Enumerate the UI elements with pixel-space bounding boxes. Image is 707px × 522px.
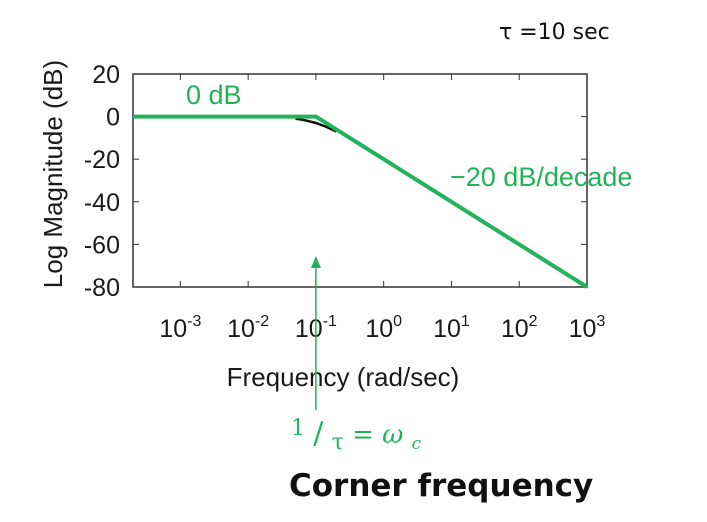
corner-frequency-formula: 1 / τ = ω c: [291, 412, 422, 456]
series-layer: [133, 114, 589, 289]
x-tick-label: 10-2: [227, 313, 269, 343]
flat-asymptote-label: 0 dB: [186, 80, 242, 110]
x-tick-label: 101: [433, 313, 470, 343]
plot-border: [132, 73, 588, 288]
formula-omega: ω: [382, 420, 403, 450]
y-tick-label: -60: [84, 231, 120, 259]
time-constant-label: τ =10 sec: [499, 20, 610, 45]
plot-frame: [132, 73, 588, 288]
y-tick-label: 0: [106, 104, 120, 132]
x-axis-title: Frequency (rad/sec): [227, 362, 460, 392]
corner-frequency-label: Corner frequency: [289, 468, 593, 504]
arrow-head: [310, 256, 321, 268]
formula-numerator: 1: [291, 416, 305, 441]
exact-response-line: [295, 117, 337, 133]
y-tick-label: 20: [92, 61, 120, 89]
x-tick-label: 10-1: [295, 313, 337, 343]
y-axis-ticks: 20 0 -20 -40 -60 -80: [84, 61, 587, 302]
slope-asymptote-label: −20 dB/decade: [450, 162, 632, 192]
y-tick-label: -80: [84, 274, 120, 302]
y-tick-label: -20: [84, 146, 120, 174]
x-tick-label: 103: [569, 313, 606, 343]
formula-denominator: τ: [332, 430, 344, 455]
asymptote-line: [133, 114, 589, 289]
formula-subscript: c: [412, 434, 422, 454]
x-tick-label: 100: [365, 313, 402, 343]
x-axis-ticks: 10-3 10-2 10-1 100 101 102 103: [159, 74, 605, 343]
x-tick-label: 102: [501, 313, 538, 343]
corner-arrow: [310, 256, 321, 410]
y-tick-label: -40: [84, 189, 120, 217]
formula-equals: =: [352, 420, 382, 450]
y-axis-title: Log Magnitude (dB): [38, 60, 68, 288]
formula-slash: /: [313, 416, 324, 451]
x-tick-label: 10-3: [159, 313, 201, 343]
